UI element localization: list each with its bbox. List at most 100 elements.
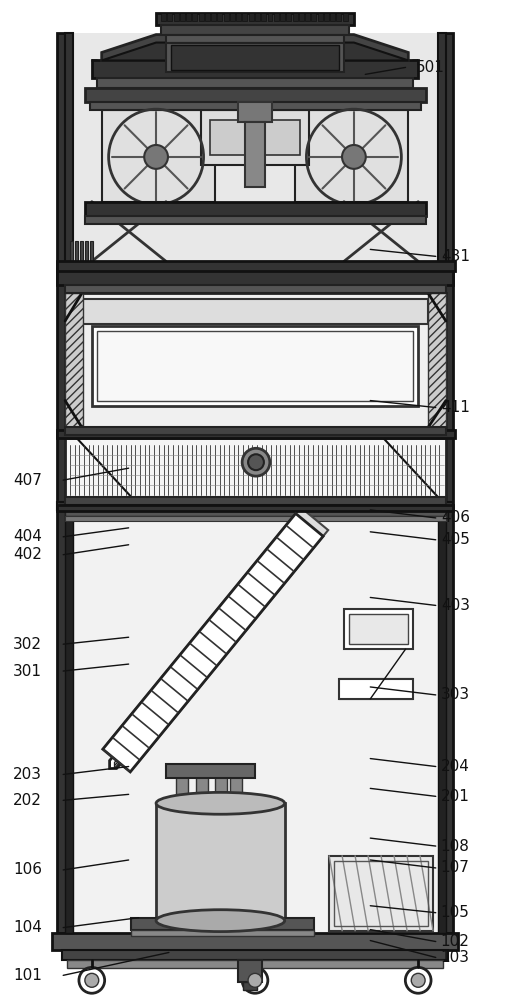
Text: 107: 107 (441, 860, 470, 875)
Circle shape (405, 967, 431, 993)
Bar (245, 122, 265, 187)
Bar (85, 202, 426, 216)
Bar (186, 13, 191, 21)
Bar (280, 13, 285, 21)
Bar (90, 241, 93, 263)
Bar (349, 614, 408, 644)
Bar (67, 33, 73, 933)
Bar (293, 13, 298, 21)
Text: 301: 301 (13, 664, 42, 679)
Bar (215, 776, 228, 796)
Bar (57, 430, 455, 438)
Bar (85, 216, 426, 224)
Bar (428, 293, 446, 427)
Bar (334, 861, 428, 926)
Bar (57, 269, 453, 285)
Bar (97, 78, 413, 88)
Bar (174, 13, 179, 21)
Bar (255, 13, 260, 21)
Circle shape (85, 973, 99, 987)
Text: 101: 101 (13, 968, 42, 983)
Text: 303: 303 (441, 687, 470, 702)
Bar (199, 13, 204, 21)
Bar (57, 261, 455, 271)
Polygon shape (102, 110, 215, 202)
Text: 202: 202 (13, 793, 42, 808)
Bar (166, 764, 255, 778)
Bar (65, 33, 73, 269)
Bar (305, 13, 310, 21)
Bar (287, 13, 291, 21)
Bar (65, 497, 446, 505)
Bar (73, 510, 439, 933)
Bar (238, 102, 272, 122)
Bar (201, 110, 309, 165)
Bar (324, 13, 329, 21)
Polygon shape (109, 525, 317, 768)
Bar (223, 13, 229, 21)
Bar (230, 776, 242, 796)
Text: 402: 402 (13, 547, 42, 562)
Bar (166, 35, 344, 43)
Bar (85, 88, 426, 102)
Bar (274, 13, 279, 21)
Bar (80, 241, 83, 263)
Circle shape (242, 448, 270, 476)
Bar (161, 25, 349, 35)
Bar (67, 960, 443, 968)
Bar (161, 13, 166, 21)
Bar (230, 13, 235, 21)
Text: 411: 411 (441, 400, 470, 415)
Ellipse shape (156, 910, 285, 932)
Bar (195, 776, 208, 796)
Text: 403: 403 (441, 598, 470, 613)
Bar (330, 13, 335, 21)
Bar (131, 918, 315, 930)
Bar (167, 13, 172, 21)
Polygon shape (115, 527, 309, 768)
Circle shape (144, 145, 168, 169)
Bar (65, 293, 446, 427)
Bar (438, 33, 444, 933)
Text: 103: 103 (441, 950, 470, 965)
Bar (344, 609, 413, 649)
Bar (82, 299, 428, 324)
Bar (65, 510, 73, 933)
Bar (62, 950, 448, 960)
Bar (156, 803, 285, 921)
Text: 108: 108 (441, 839, 470, 854)
Text: 406: 406 (441, 510, 470, 525)
Bar (176, 776, 188, 796)
Bar (131, 930, 315, 936)
Bar (343, 13, 348, 21)
Circle shape (242, 967, 268, 993)
Circle shape (248, 973, 262, 987)
Text: 407: 407 (13, 473, 42, 488)
Bar (217, 13, 222, 21)
Bar (180, 13, 185, 21)
Ellipse shape (156, 792, 285, 814)
Bar (171, 45, 339, 70)
Bar (312, 13, 316, 21)
Bar (156, 13, 354, 25)
Polygon shape (102, 35, 408, 60)
Bar (336, 13, 342, 21)
Bar (65, 510, 446, 516)
Bar (243, 982, 257, 990)
Bar (92, 326, 418, 406)
Bar (75, 241, 78, 263)
Bar (65, 438, 446, 503)
Bar (329, 856, 433, 931)
Polygon shape (102, 43, 408, 60)
Bar (261, 13, 266, 21)
Bar (205, 13, 210, 21)
Bar (52, 933, 458, 950)
Bar (166, 43, 344, 72)
Text: 204: 204 (441, 759, 470, 774)
Bar (211, 13, 216, 21)
Text: 203: 203 (13, 767, 42, 782)
Text: 104: 104 (13, 920, 42, 935)
Circle shape (248, 454, 264, 470)
Bar (192, 13, 197, 21)
Text: 201: 201 (441, 789, 470, 804)
